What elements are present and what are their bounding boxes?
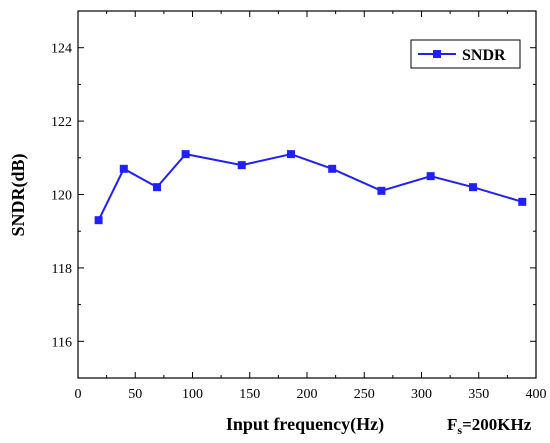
y-tick-label: 120 [51, 189, 72, 204]
legend-label: SNDR [462, 47, 506, 64]
x-tick-label: 0 [75, 387, 82, 402]
x-tick-label: 300 [411, 387, 432, 402]
x-tick-label: 400 [526, 387, 547, 402]
y-tick-label: 116 [52, 335, 72, 350]
series-line-sndr [97, 153, 523, 221]
data-point [153, 183, 162, 192]
axis-ticks: 116 118 120 122 124 0 50 100 150 200 250 300 350 400 [51, 10, 547, 402]
note-rest: =200KHz [462, 415, 532, 434]
data-point [426, 172, 435, 181]
data-point [94, 216, 103, 225]
legend: SNDR [410, 39, 521, 69]
data-point [237, 161, 246, 170]
y-axis-title: SNDR(dB) [8, 153, 29, 236]
x-tick-label: 100 [182, 387, 203, 402]
data-point [181, 150, 190, 159]
x-tick-label: 150 [239, 387, 260, 402]
note-subscript: s [457, 423, 462, 437]
y-tick-label: 118 [52, 262, 72, 277]
y-tick-label: 124 [51, 42, 72, 57]
data-point [469, 183, 478, 192]
legend-marker [433, 50, 441, 58]
x-tick-label: 250 [354, 387, 375, 402]
data-point [286, 150, 295, 159]
x-tick-label: 350 [468, 387, 489, 402]
y-tick-label: 122 [51, 115, 72, 130]
x-axis-title: Input frequency(Hz) [226, 414, 384, 435]
note-main: F [447, 415, 457, 434]
data-point [377, 186, 386, 195]
data-point [518, 197, 527, 206]
x-tick-label: 50 [128, 387, 142, 402]
series-layer [94, 150, 527, 225]
x-tick-label: 200 [297, 387, 318, 402]
sampling-frequency-note: Fs=200KHz [447, 415, 532, 437]
data-point [328, 164, 337, 173]
data-point [119, 164, 128, 173]
